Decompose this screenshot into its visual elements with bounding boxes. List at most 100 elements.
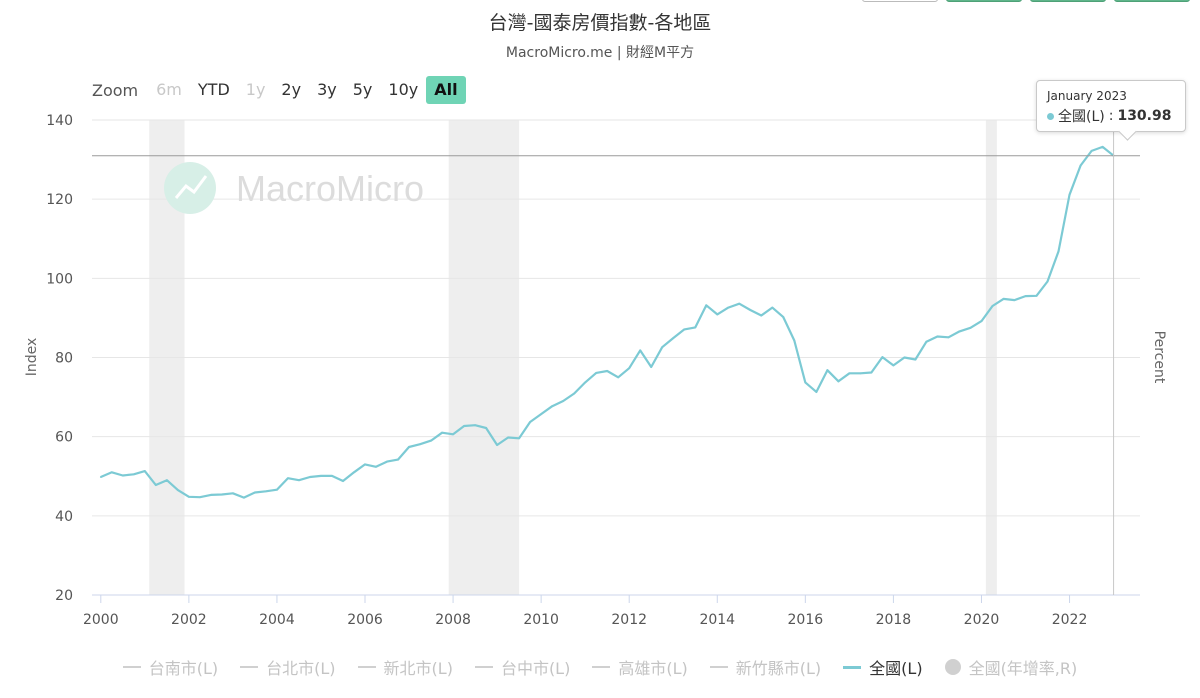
x-tick-label: 2022 <box>1052 612 1088 628</box>
y-axis-label: Index <box>24 338 40 377</box>
data-point <box>165 479 168 482</box>
y-tick-label: 60 <box>55 430 73 446</box>
data-point <box>441 431 443 434</box>
data-point <box>1079 164 1082 167</box>
data-point <box>639 349 642 352</box>
zoom-1y-button[interactable]: 1y <box>245 80 266 99</box>
y-tick-label: 120 <box>46 192 73 208</box>
data-point <box>397 458 399 461</box>
data-point <box>110 471 113 474</box>
data-point <box>198 496 201 499</box>
data-point <box>209 493 212 496</box>
zoom-ytd-button[interactable]: YTD <box>197 80 230 99</box>
data-point <box>419 443 421 446</box>
legend-label: 高雄市(L) <box>618 659 688 678</box>
data-point <box>187 495 190 498</box>
y-tick-label: 140 <box>46 113 73 129</box>
data-point <box>595 372 598 374</box>
data-point <box>176 489 179 492</box>
data-point <box>881 356 884 359</box>
zoom-5y-button[interactable]: 5y <box>352 80 373 99</box>
data-point <box>804 381 807 384</box>
data-point <box>331 474 333 477</box>
data-point <box>584 381 587 384</box>
y-tick-label: 20 <box>55 588 73 604</box>
data-point <box>958 330 961 333</box>
x-tick-label: 2002 <box>171 612 207 628</box>
legend-line-icon <box>592 666 611 668</box>
zoom-3y-button[interactable]: 3y <box>317 80 337 99</box>
data-point <box>540 413 543 416</box>
data-point <box>430 439 432 442</box>
data-point <box>749 309 752 311</box>
legend-item[interactable]: 台南市(L) <box>122 655 219 679</box>
legend-item[interactable]: 全國(L) <box>843 655 923 679</box>
data-point <box>760 314 763 317</box>
data-point <box>1002 298 1005 300</box>
zoom-6m-button[interactable]: 6m <box>156 80 182 99</box>
zoom-2y-button[interactable]: 2y <box>281 80 302 99</box>
top-toolbar <box>862 0 1190 2</box>
data-point <box>1013 299 1016 302</box>
data-point <box>463 425 465 427</box>
legend-line-icon <box>357 666 376 668</box>
data-point <box>452 433 454 436</box>
data-point <box>617 376 620 379</box>
data-point <box>298 479 300 482</box>
data-point <box>551 405 554 408</box>
x-tick-label: 2016 <box>788 612 824 628</box>
data-point <box>826 369 829 372</box>
data-point <box>991 305 994 307</box>
data-point <box>254 491 256 494</box>
data-point <box>705 304 708 307</box>
data-point <box>771 306 774 309</box>
data-point <box>1057 250 1060 253</box>
data-point <box>287 477 289 480</box>
data-point <box>143 470 146 473</box>
legend-label: 台南市(L) <box>148 659 219 678</box>
data-point <box>408 446 410 448</box>
data-point <box>353 471 355 474</box>
data-point <box>154 484 157 486</box>
data-point <box>529 421 532 423</box>
y-tick-label: 80 <box>55 351 73 367</box>
data-point <box>485 427 488 429</box>
chart-title: 台灣-國泰房價指數-各地區 <box>488 12 712 34</box>
legend-item[interactable]: 台北市(L) <box>240 655 336 679</box>
y-tick-label: 100 <box>46 271 73 287</box>
zoom-10y-button[interactable]: 10y <box>388 80 419 99</box>
legend-label: 新竹縣市(L) <box>735 659 822 678</box>
data-point <box>1035 294 1038 297</box>
legend-line-icon <box>474 666 493 668</box>
zoom-all-button[interactable]: All <box>426 76 466 104</box>
data-point <box>848 372 851 375</box>
x-tick-label: 2004 <box>259 612 295 628</box>
data-point <box>859 372 862 375</box>
legend-item[interactable]: 新竹縣市(L) <box>709 655 822 679</box>
data-point <box>1046 280 1049 283</box>
legend-label: 台中市(L) <box>500 659 571 678</box>
legend-dot-icon <box>944 659 961 675</box>
data-point <box>914 358 917 361</box>
data-point <box>628 367 631 370</box>
data-point <box>1090 149 1093 152</box>
data-point <box>375 465 377 468</box>
legend-item[interactable]: 高雄市(L) <box>592 655 688 679</box>
legend-label: 台北市(L) <box>266 659 336 678</box>
data-point <box>243 496 245 499</box>
data-point <box>716 313 719 316</box>
legend-item[interactable]: 全國(年增率,R) <box>944 655 1077 679</box>
data-point <box>815 391 818 393</box>
legend-item[interactable]: 台中市(L) <box>474 655 571 679</box>
watermark-text: MacroMicro <box>236 168 424 209</box>
data-point <box>562 400 565 402</box>
data-point <box>1101 146 1104 148</box>
legend-label: 全國(L) <box>869 659 923 678</box>
legend-item[interactable]: 新北市(L) <box>357 655 453 679</box>
watermark: MacroMicro <box>164 162 424 214</box>
legend-line-icon <box>843 665 862 669</box>
data-point <box>386 460 388 463</box>
data-point <box>276 488 278 491</box>
data-point <box>220 493 223 496</box>
